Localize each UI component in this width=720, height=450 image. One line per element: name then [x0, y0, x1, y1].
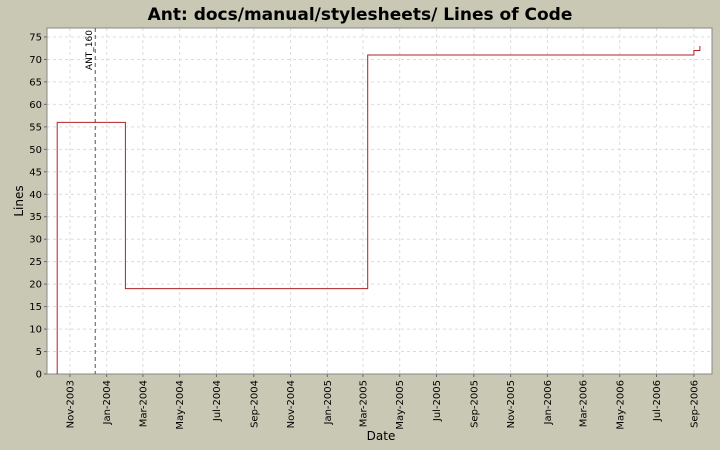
x-tick-label: Nov-2004: [286, 380, 297, 428]
x-tick-label: Jan-2005: [323, 380, 334, 425]
x-axis-label: Date: [367, 429, 396, 443]
x-tick-label: May-2006: [615, 380, 626, 430]
y-tick-label: 35: [29, 212, 42, 223]
x-tick-label: Sep-2005: [469, 380, 480, 428]
x-tick-label: Jul-2004: [212, 380, 223, 422]
y-axis-label: Lines: [12, 185, 26, 216]
x-tick-label: Sep-2006: [689, 380, 700, 428]
y-tick-label: 10: [29, 325, 42, 336]
y-tick-label: 75: [29, 32, 42, 43]
x-tick-label: Jul-2006: [652, 380, 663, 422]
y-tick-label: 25: [29, 257, 42, 268]
y-tick-label: 15: [29, 302, 42, 313]
y-tick-label: 65: [29, 77, 42, 88]
x-tick-label: Sep-2004: [249, 380, 260, 428]
x-tick-label: Jan-2004: [102, 380, 113, 425]
x-tick-label: Mar-2005: [358, 380, 369, 427]
y-tick-label: 60: [29, 100, 42, 111]
y-tick-label: 20: [29, 280, 42, 291]
x-tick-label: Jul-2005: [432, 380, 443, 422]
y-tick-label: 30: [29, 235, 42, 246]
y-tick-label: 70: [29, 55, 42, 66]
y-tick-label: 5: [36, 347, 42, 358]
y-tick-label: 55: [29, 122, 42, 133]
plot-border: [46, 27, 713, 375]
y-tick-label: 0: [36, 370, 42, 381]
plot-background: [47, 28, 712, 374]
x-tick-label: May-2004: [175, 380, 186, 430]
chart-title: Ant: docs/manual/stylesheets/ Lines of C…: [148, 5, 573, 25]
x-tick-label: May-2005: [395, 380, 406, 430]
marker-label: ANT_160: [85, 30, 95, 70]
x-tick-label: Nov-2003: [65, 380, 76, 428]
x-tick-label: Jan-2006: [543, 380, 554, 425]
y-tick-label: 50: [29, 145, 42, 156]
plot-area: 0 5 10 15 20 25 30 35 40 45 50 55 60 65 70 75 Nov-2003 Ja…: [29, 27, 713, 430]
x-tick-label: Mar-2006: [578, 380, 589, 427]
y-tick-label: 40: [29, 190, 42, 201]
x-tick-label: Nov-2005: [506, 380, 517, 428]
x-tick-label: Mar-2004: [138, 380, 149, 427]
y-tick-label: 45: [29, 167, 42, 178]
series-line: [56, 46, 701, 374]
